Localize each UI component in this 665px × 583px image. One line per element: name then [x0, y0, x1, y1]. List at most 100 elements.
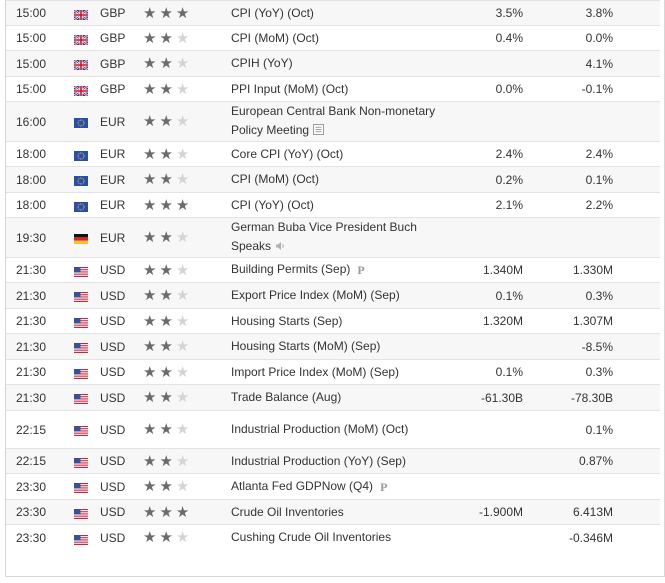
currency-code: GBP	[94, 76, 143, 102]
table-row[interactable]: 21:30 USD ★ ★ ★ Building Permits (Sep) P 1.…	[6, 257, 660, 283]
importance-stars: ★ ★ ★	[143, 192, 231, 218]
table-row[interactable]: 21:30 USD ★ ★ ★ Housing Starts (Sep) 1.320…	[6, 308, 660, 334]
country-flag-cell	[74, 359, 94, 385]
event-name-cell[interactable]: Building Permits (Sep) P	[231, 257, 441, 283]
event-time: 18:00	[6, 192, 74, 218]
event-name[interactable]: Export Price Index (MoM) (Sep)	[231, 288, 400, 302]
event-name[interactable]: Core CPI (YoY) (Oct)	[231, 146, 344, 161]
actual-value: 3.5%	[441, 0, 525, 26]
event-name-cell[interactable]: European Central Bank Non-monetary Polic…	[231, 101, 441, 142]
star-empty-icon: ★	[175, 29, 190, 47]
previous-value: 0.3%	[528, 282, 660, 309]
event-name[interactable]: CPIH (YoY)	[231, 56, 293, 70]
event-name-cell[interactable]: Industrial Production (MoM) (Oct)	[231, 410, 441, 449]
speaker-icon[interactable]	[275, 238, 286, 257]
event-name-cell[interactable]: Trade Balance (Aug)	[231, 384, 441, 411]
event-name-cell[interactable]: CPI (MoM) (Oct)	[231, 166, 441, 193]
star-empty-icon: ★	[175, 452, 190, 470]
star-filled-icon: ★	[143, 478, 157, 496]
event-name-cell[interactable]: Crude Oil Inventories	[231, 499, 441, 525]
actual-value: -61.30B	[441, 384, 525, 411]
event-name-cell[interactable]: CPIH (YoY)	[231, 50, 441, 77]
event-name[interactable]: European Central Bank Non-monetary Polic…	[231, 104, 436, 137]
event-name-cell[interactable]: Cushing Crude Oil Inventories	[231, 524, 441, 551]
event-name[interactable]: German Buba Vice President Buch Speaks	[231, 220, 417, 253]
event-name-cell[interactable]: CPI (YoY) (Oct)	[231, 0, 441, 26]
table-row[interactable]: 18:00 EUR ★ ★ ★ CPI (YoY) (Oct) 2.1% 2.2%	[6, 192, 660, 218]
event-name-cell[interactable]: Import Price Index (MoM) (Sep)	[231, 359, 441, 385]
country-flag-cell	[74, 141, 94, 167]
table-row[interactable]: 23:30 USD ★ ★ ★ Atlanta Fed GDPNow (Q4) P	[6, 473, 660, 500]
event-name-cell[interactable]: Housing Starts (Sep)	[231, 308, 441, 334]
forecast-value	[525, 192, 528, 218]
event-name-cell[interactable]: CPI (MoM) (Oct)	[231, 25, 441, 51]
event-time: 19:30	[6, 217, 74, 258]
table-row[interactable]: 18:00 EUR ★ ★ ★ CPI (MoM) (Oct) 0.2% 0.1%	[6, 166, 660, 193]
table-row[interactable]: 15:00 GBP ★ ★ ★ CPI (MoM) (Oct) 0.4% 0.0%	[6, 25, 660, 51]
table-row[interactable]: 19:30 EUR ★ ★ ★ German Buba Vice President…	[6, 217, 660, 258]
table-row[interactable]: 21:30 USD ★ ★ ★ Import Price Index (MoM) (…	[6, 359, 660, 385]
actual-value	[441, 473, 525, 500]
table-row[interactable]: 15:00 GBP ★ ★ ★ CPIH (YoY) 4.1%	[6, 50, 660, 77]
event-name[interactable]: PPI Input (MoM) (Oct)	[231, 81, 349, 96]
eu-flag-icon	[74, 117, 88, 129]
event-name-cell[interactable]: Industrial Production (YoY) (Sep)	[231, 448, 441, 474]
event-name-cell[interactable]: Core CPI (YoY) (Oct)	[231, 141, 441, 167]
actual-value: 2.1%	[441, 192, 525, 218]
table-row[interactable]: 21:30 USD ★ ★ ★ Trade Balance (Aug) -61.30…	[6, 384, 660, 411]
event-name-cell[interactable]: Export Price Index (MoM) (Sep)	[231, 282, 441, 309]
currency-code: USD	[94, 359, 143, 385]
star-empty-icon: ★	[175, 229, 190, 247]
event-name-cell[interactable]: German Buba Vice President Buch Speaks	[231, 217, 441, 258]
event-name[interactable]: CPI (MoM) (Oct)	[231, 172, 319, 186]
currency-code: GBP	[94, 50, 143, 77]
preliminary-icon[interactable]: P	[357, 263, 365, 277]
forecast-value	[525, 282, 528, 309]
country-flag-cell	[74, 217, 94, 258]
us-flag-icon	[74, 266, 88, 277]
star-filled-icon: ★	[159, 113, 173, 131]
event-name[interactable]: Building Permits (Sep)	[231, 262, 351, 276]
event-name[interactable]: Import Price Index (MoM) (Sep)	[231, 364, 400, 379]
event-name[interactable]: Housing Starts (Sep)	[231, 313, 343, 328]
table-row[interactable]: 15:00 GBP ★ ★ ★ CPI (YoY) (Oct) 3.5% 3.8%	[6, 0, 660, 26]
event-name[interactable]: Trade Balance (Aug)	[231, 390, 342, 404]
document-icon[interactable]	[313, 122, 325, 141]
table-row[interactable]: 21:30 USD ★ ★ ★ Housing Starts (MoM) (Sep)…	[6, 333, 660, 360]
event-name-cell[interactable]: Housing Starts (MoM) (Sep)	[231, 333, 441, 360]
importance-stars: ★ ★ ★	[143, 410, 231, 449]
table-row[interactable]: 15:00 GBP ★ ★ ★ PPI Input (MoM) (Oct) 0.0%…	[6, 76, 660, 102]
importance-stars: ★ ★ ★	[143, 101, 231, 142]
table-row[interactable]: 21:30 USD ★ ★ ★ Export Price Index (MoM) (…	[6, 282, 660, 309]
table-row[interactable]: 22:15 USD ★ ★ ★ Industrial Production (YoY…	[6, 448, 660, 474]
star-filled-icon: ★	[143, 529, 157, 547]
event-name[interactable]: CPI (YoY) (Oct)	[231, 197, 314, 212]
event-name-cell[interactable]: PPI Input (MoM) (Oct)	[231, 76, 441, 102]
star-filled-icon: ★	[143, 29, 157, 47]
uk-flag-icon	[74, 59, 89, 72]
event-name-cell[interactable]: CPI (YoY) (Oct)	[231, 192, 441, 218]
star-filled-icon: ★	[159, 55, 173, 73]
importance-stars: ★ ★ ★	[143, 141, 231, 167]
forecast-value	[525, 25, 528, 51]
event-name[interactable]: CPI (MoM) (Oct)	[231, 30, 319, 45]
event-name[interactable]: Atlanta Fed GDPNow (Q4)	[231, 478, 374, 493]
star-filled-icon: ★	[159, 363, 173, 381]
event-name[interactable]: Crude Oil Inventories	[231, 504, 344, 519]
event-name-cell[interactable]: Atlanta Fed GDPNow (Q4) P	[231, 473, 441, 500]
table-row[interactable]: 18:00 EUR ★ ★ ★ Core CPI (YoY) (Oct) 2.4% …	[6, 141, 660, 167]
preliminary-icon[interactable]: P	[380, 479, 388, 494]
event-name[interactable]: Housing Starts (MoM) (Sep)	[231, 339, 381, 353]
table-row[interactable]: 23:30 USD ★ ★ ★ Cushing Crude Oil Inventor…	[6, 524, 660, 551]
star-empty-icon: ★	[175, 171, 190, 189]
table-row[interactable]: 16:00 EUR ★ ★ ★ European Central Bank Non-…	[6, 101, 660, 142]
star-filled-icon: ★	[143, 389, 157, 407]
currency-code: USD	[94, 473, 143, 500]
event-name[interactable]: Industrial Production (YoY) (Sep)	[231, 453, 406, 468]
event-name[interactable]: Industrial Production (MoM) (Oct)	[231, 422, 409, 436]
table-row[interactable]: 22:15 USD ★ ★ ★ Industrial Production (MoM…	[6, 410, 660, 449]
event-name[interactable]: Cushing Crude Oil Inventories	[231, 530, 392, 545]
event-name[interactable]: CPI (YoY) (Oct)	[231, 5, 314, 20]
forecast-value	[525, 359, 528, 385]
table-row[interactable]: 23:30 USD ★ ★ ★ Crude Oil Inventories -1.9…	[6, 499, 660, 525]
